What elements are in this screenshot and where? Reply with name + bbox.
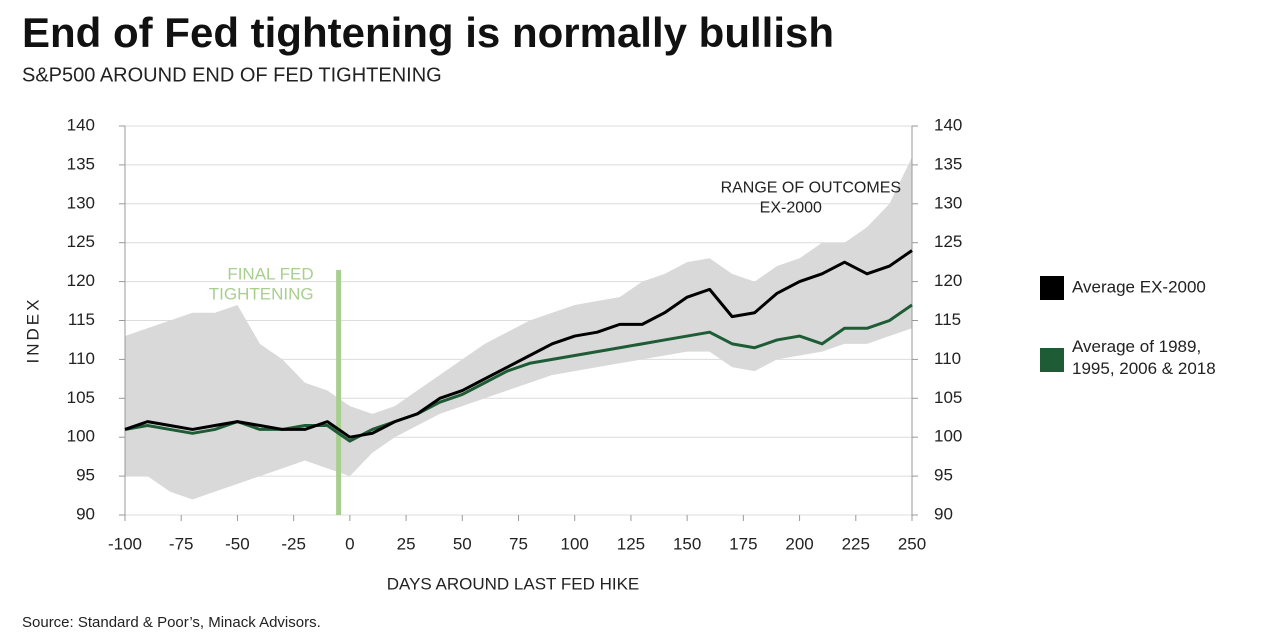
chart-subtitle: S&P500 AROUND END OF FED TIGHTENING <box>22 64 442 86</box>
x-tick-label: -25 <box>281 534 306 553</box>
range-band <box>125 157 912 500</box>
x-tick-label: -50 <box>225 534 250 553</box>
y-tick-label: 95 <box>76 466 95 485</box>
x-tick-label: 75 <box>509 534 528 553</box>
marker-label: FINAL FED <box>227 264 313 283</box>
y2-tick-label: 120 <box>934 271 962 290</box>
marker-label: TIGHTENING <box>209 284 314 303</box>
x-tick-label: 125 <box>617 534 645 553</box>
y2-tick-label: 115 <box>934 310 961 329</box>
y-tick-label: 120 <box>67 271 95 290</box>
legend-swatch <box>1040 348 1064 372</box>
y2-tick-label: 125 <box>934 232 962 251</box>
y2-tick-label: 105 <box>934 388 962 407</box>
source: Source: Standard & Poor’s, Minack Adviso… <box>22 614 321 631</box>
y2-tick-label: 140 <box>934 115 962 134</box>
chart-title: End of Fed tightening is normally bullis… <box>22 9 834 56</box>
y2-tick-label: 95 <box>934 466 953 485</box>
y-tick-label: 125 <box>67 232 95 251</box>
y2-tick-label: 90 <box>934 504 953 523</box>
y-tick-label: 135 <box>67 154 95 173</box>
y2-tick-label: 135 <box>934 154 962 173</box>
y-tick-label: 115 <box>68 310 95 329</box>
x-tick-label: 100 <box>561 534 589 553</box>
fed-marker <box>336 269 342 515</box>
x-axis-label: DAYS AROUND LAST FED HIKE <box>387 574 640 593</box>
x-tick-label: -75 <box>169 534 194 553</box>
y-tick-label: 100 <box>67 427 95 446</box>
series-line <box>124 249 913 439</box>
x-tick-label: -100 <box>108 534 142 553</box>
x-tick-label: 225 <box>842 534 870 553</box>
x-tick-label: 50 <box>453 534 472 553</box>
y2-tick-label: 100 <box>934 427 962 446</box>
x-tick-label: 175 <box>729 534 757 553</box>
y-tick-label: 110 <box>68 349 95 368</box>
range-label: RANGE OF OUTCOMES <box>721 179 901 196</box>
y-axis-label: INDEX <box>23 297 42 364</box>
x-tick-label: 0 <box>345 534 354 553</box>
legend-label: Average of 1989, 1995, 2006 & 2018 <box>1072 337 1216 378</box>
y-tick-label: 105 <box>67 388 95 407</box>
y2-tick-label: 130 <box>934 193 962 212</box>
range-label: EX-2000 <box>760 199 822 216</box>
y2-tick-label: 110 <box>934 349 961 368</box>
y-tick-label: 140 <box>67 115 95 134</box>
x-tick-label: 200 <box>785 534 813 553</box>
y-tick-label: 90 <box>76 504 95 523</box>
legend-swatch <box>1040 276 1064 300</box>
series-line <box>124 303 913 443</box>
legend-label: Average EX-2000 <box>1072 277 1206 296</box>
x-tick-label: 25 <box>397 534 416 553</box>
x-tick-label: 150 <box>673 534 701 553</box>
x-tick-label: 250 <box>898 534 926 553</box>
y-tick-label: 130 <box>67 193 95 212</box>
